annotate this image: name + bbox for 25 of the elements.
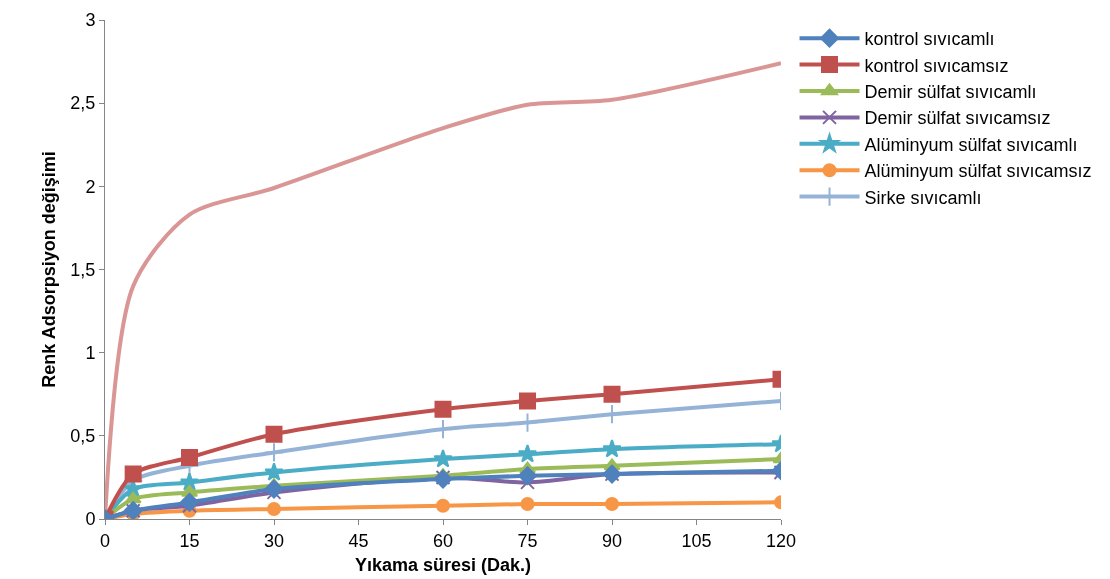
x-tick-label: 75 — [517, 530, 538, 551]
y-tick-label: 1,5 — [70, 259, 96, 280]
x-tick-label: 15 — [179, 530, 200, 551]
y-tick-label: 1 — [85, 342, 96, 363]
legend-label: kontrol sıvıcamlı — [864, 29, 995, 50]
y-tick-label: 0,5 — [70, 426, 96, 447]
x-tick-label: 0 — [99, 530, 111, 551]
legend-label: Alüminyum sülfat sıvıcamlı — [864, 134, 1078, 155]
y-axis-title: Renk Adsorpsiyon değişimi — [38, 151, 59, 388]
x-tick-label: 60 — [432, 530, 454, 551]
legend-label: Sirke sıvıcamlı — [864, 187, 982, 208]
y-tick-label: 2,5 — [70, 93, 96, 114]
legend-label: Demir sülfat sıvıcamsız — [864, 108, 1051, 129]
y-tick-label: 2 — [85, 176, 96, 197]
x-tick-label: 90 — [601, 530, 623, 551]
legend-label: Alüminyum sülfat sıvıcamsız — [864, 161, 1092, 182]
y-tick-label: 0 — [85, 509, 96, 530]
x-tick-label: 30 — [263, 530, 285, 551]
x-tick-label: 45 — [348, 530, 369, 551]
y-tick-label: 3 — [85, 10, 96, 31]
x-axis-title: Yıkama süresi (Dak.) — [354, 554, 532, 575]
legend-label: Demir sülfat sıvıcamlı — [864, 82, 1037, 103]
legend-label: kontrol sıvıcamsız — [864, 55, 1009, 76]
x-tick-label: 120 — [765, 530, 797, 551]
x-tick-label: 105 — [681, 530, 712, 551]
